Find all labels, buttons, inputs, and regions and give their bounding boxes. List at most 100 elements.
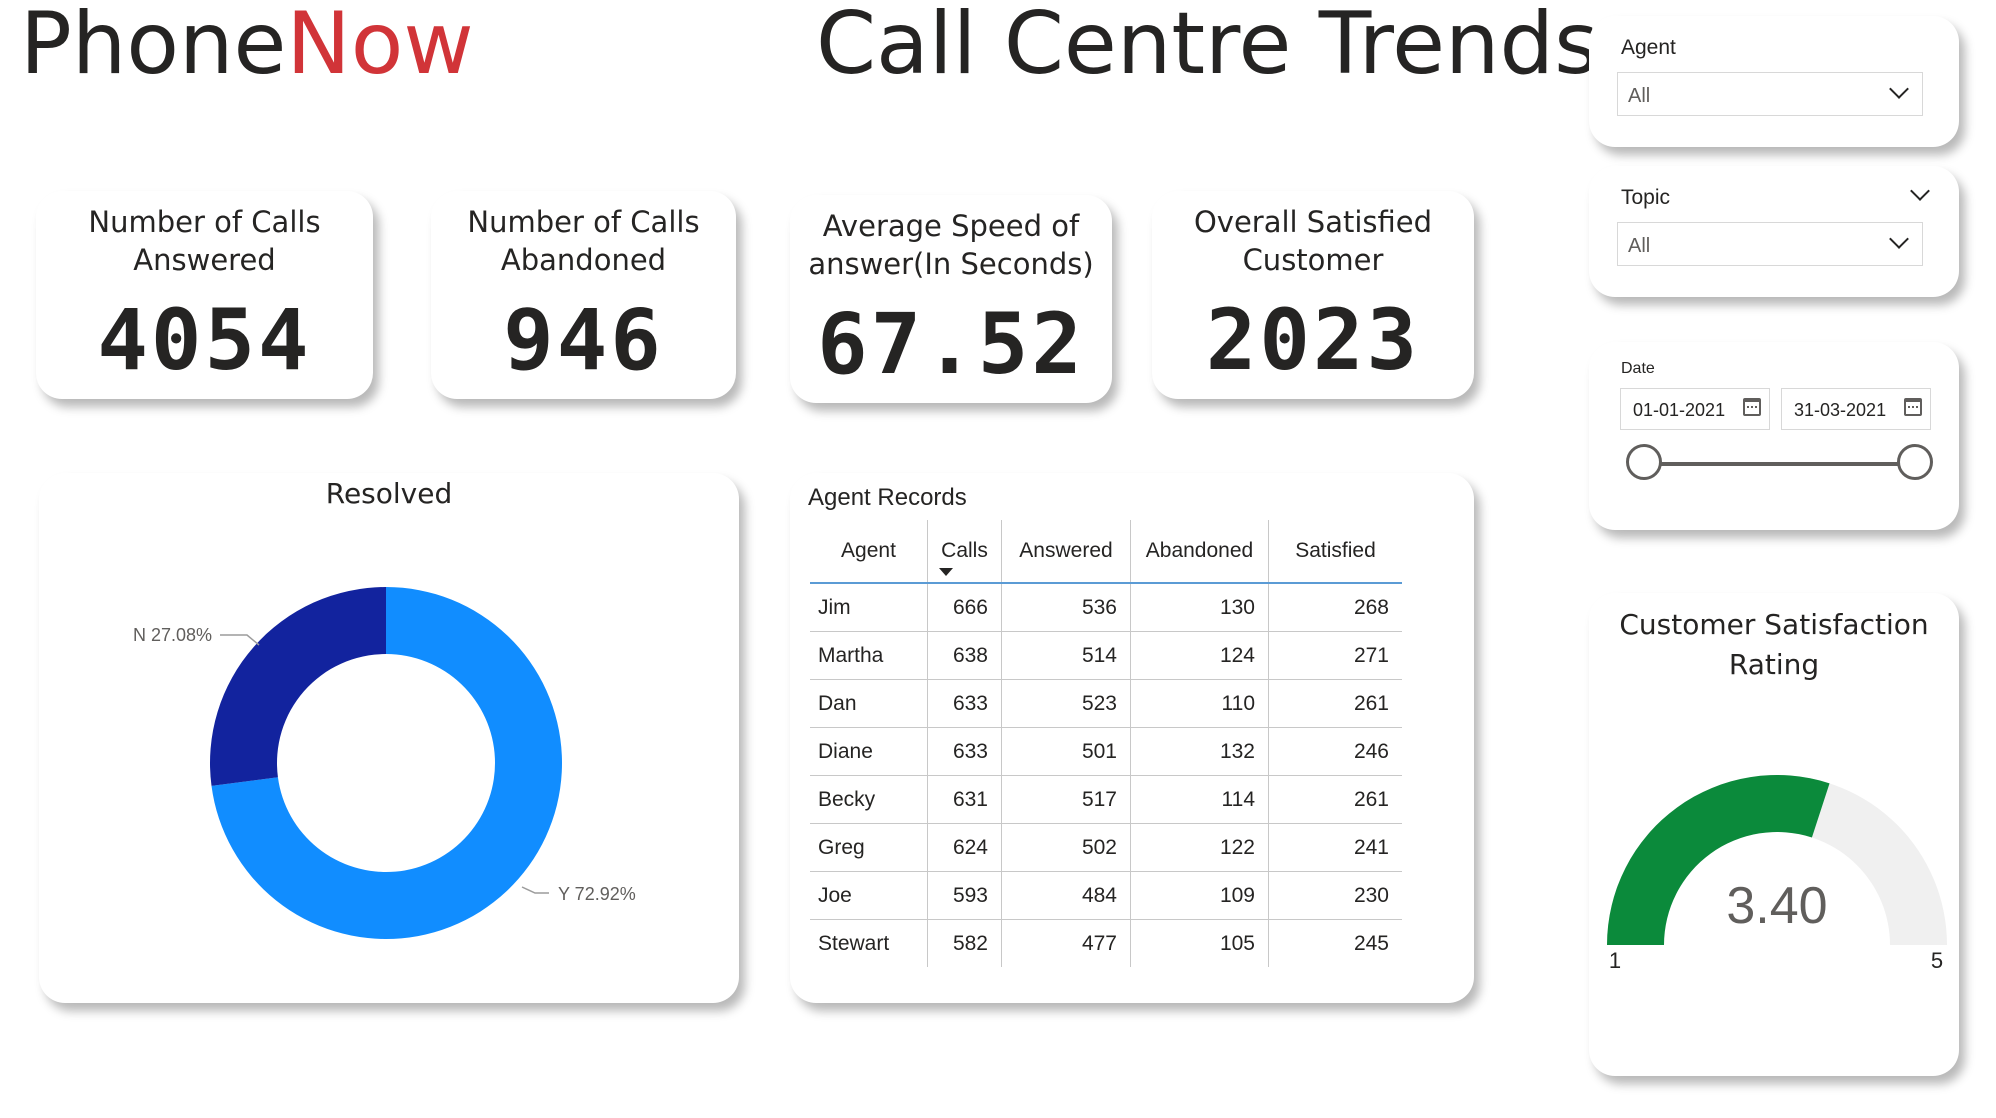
cell-agent: Jim	[810, 583, 928, 632]
kpi-label-line1: Number of Calls	[467, 205, 700, 239]
start-date-value: 01-01-2021	[1633, 400, 1726, 420]
date-slicer-label: Date	[1621, 360, 1655, 377]
date-slicer: Date 01-01-2021 31-03-2021	[1589, 342, 1959, 530]
kpi-label-line1: Average Speed of	[822, 209, 1080, 243]
gauge-min-label: 1	[1609, 948, 1621, 973]
agent-records-title: Agent Records	[808, 484, 967, 511]
cell-answered: 501	[1001, 727, 1131, 776]
table-row[interactable]: Dan 633 523 110 261	[810, 679, 1402, 728]
end-date-input[interactable]: 31-03-2021	[1781, 388, 1931, 430]
cell-satisfied: 271	[1268, 631, 1402, 680]
cell-satisfied: 261	[1268, 775, 1402, 824]
cell-satisfied: 268	[1268, 583, 1402, 632]
cell-calls: 633	[927, 727, 1002, 776]
cell-answered: 517	[1001, 775, 1131, 824]
cell-satisfied: 230	[1268, 871, 1402, 920]
cell-agent: Becky	[810, 775, 928, 824]
table-header-row: Agent Calls Answered Abandoned Satisfied	[810, 520, 1402, 583]
column-header-abandoned[interactable]: Abandoned	[1130, 520, 1269, 583]
agent-slicer-label: Agent	[1621, 36, 1676, 59]
column-header-satisfied[interactable]: Satisfied	[1295, 539, 1376, 562]
cell-abandoned: 124	[1130, 631, 1269, 680]
donut-label-yes: Y 72.92%	[558, 884, 636, 904]
cell-answered: 477	[1001, 919, 1131, 967]
cell-answered: 514	[1001, 631, 1131, 680]
cell-satisfied: 245	[1353, 931, 1389, 955]
topic-slicer: Topic All	[1589, 166, 1959, 297]
cell-abandoned: 110	[1130, 679, 1269, 728]
collapse-chevron-icon[interactable]	[1910, 181, 1930, 201]
gauge-fill	[1607, 775, 1830, 945]
table-row[interactable]: Martha 638 514 124 271	[810, 631, 1402, 680]
agent-dropdown[interactable]: All	[1617, 72, 1923, 116]
label-leader-yes	[521, 886, 549, 894]
calendar-icon[interactable]	[1904, 398, 1922, 416]
cell-agent: Stewart	[810, 919, 928, 967]
cell-calls: 638	[927, 631, 1002, 680]
cell-abandoned: 132	[1130, 727, 1269, 776]
label-leader-no	[220, 634, 260, 646]
date-range-track[interactable]	[1635, 462, 1909, 466]
satisfaction-gauge-chart: 3.40 1 5	[1607, 775, 1947, 973]
column-header-answered[interactable]: Answered	[1001, 520, 1131, 583]
cell-agent: Joe	[810, 871, 928, 920]
table-row[interactable]: Jim 666 536 130 268	[810, 583, 1402, 632]
resolved-title: Resolved	[325, 477, 453, 510]
start-date-input[interactable]: 01-01-2021	[1620, 388, 1770, 430]
cell-calls: 666	[927, 583, 1002, 632]
cell-abandoned: 114	[1130, 775, 1269, 824]
gauge-title-line1: Customer Satisfaction	[1619, 608, 1929, 641]
gauge-title-line2: Rating	[1728, 648, 1820, 681]
cell-abandoned: 109	[1130, 871, 1269, 920]
cell-calls: 593	[927, 871, 1002, 920]
kpi-label: Number of Calls Abandoned	[431, 203, 736, 279]
topic-dropdown[interactable]: All	[1617, 222, 1923, 266]
donut-slice-n[interactable]	[210, 587, 386, 786]
cell-agent: Martha	[810, 631, 928, 680]
cell-answered: 484	[1001, 871, 1131, 920]
kpi-card-avg-speed: Average Speed of answer(In Seconds) 67.5…	[790, 195, 1112, 403]
topic-dropdown-value: All	[1628, 235, 1651, 257]
column-header-calls-label: Calls	[941, 539, 988, 562]
table-row[interactable]: Joe 593 484 109 230	[810, 871, 1402, 920]
kpi-value: 946	[503, 291, 664, 389]
cell-calls: 582	[927, 919, 1002, 967]
column-header-agent[interactable]: Agent	[810, 520, 928, 583]
table-row[interactable]: Stewart 582 477 105 245	[810, 919, 1402, 967]
cell-answered: 536	[1001, 583, 1131, 632]
kpi-label: Average Speed of answer(In Seconds)	[790, 207, 1112, 283]
end-date-value: 31-03-2021	[1794, 400, 1887, 420]
sort-descending-icon	[939, 568, 953, 576]
kpi-label-line2: answer(In Seconds)	[808, 247, 1094, 281]
kpi-card-calls-abandoned: Number of Calls Abandoned 946	[431, 191, 736, 399]
cell-satisfied: 241	[1268, 823, 1402, 872]
gauge-value: 3.40	[1726, 877, 1827, 935]
calendar-icon[interactable]	[1743, 398, 1761, 416]
column-header-calls[interactable]: Calls	[927, 520, 1002, 583]
cell-abandoned: 122	[1130, 823, 1269, 872]
kpi-label: Number of Calls Answered	[36, 203, 373, 279]
brand-part-1: Phone	[20, 0, 287, 94]
cell-calls: 624	[927, 823, 1002, 872]
page-title: Call Centre Trends	[816, 0, 1599, 94]
donut-slices	[210, 587, 563, 939]
agent-records-table: Agent Calls Answered Abandoned Satisfied…	[810, 520, 1402, 967]
date-range-end-handle[interactable]	[1897, 444, 1933, 480]
cell-answered: 502	[1001, 823, 1131, 872]
kpi-value: 67.52	[817, 295, 1085, 393]
kpi-label: Overall Satisfied Customer	[1152, 203, 1474, 279]
donut-slice-y[interactable]	[211, 587, 563, 939]
kpi-label-line2: Abandoned	[500, 243, 667, 277]
gauge-title: Customer Satisfaction Rating	[1589, 605, 1959, 685]
date-range-start-handle[interactable]	[1626, 444, 1662, 480]
table-row[interactable]: Diane 633 501 132 246	[810, 727, 1402, 776]
cell-satisfied: 246	[1268, 727, 1402, 776]
table-row[interactable]: Greg 624 502 122 241	[810, 823, 1402, 872]
kpi-label-line2: Customer	[1242, 243, 1384, 277]
cell-agent: Dan	[810, 679, 928, 728]
table-row[interactable]: Becky 631 517 114 261	[810, 775, 1402, 824]
cell-calls: 631	[927, 775, 1002, 824]
agent-slicer: Agent All	[1589, 16, 1959, 147]
cell-answered: 523	[1001, 679, 1131, 728]
kpi-card-calls-answered: Number of Calls Answered 4054	[36, 191, 373, 399]
